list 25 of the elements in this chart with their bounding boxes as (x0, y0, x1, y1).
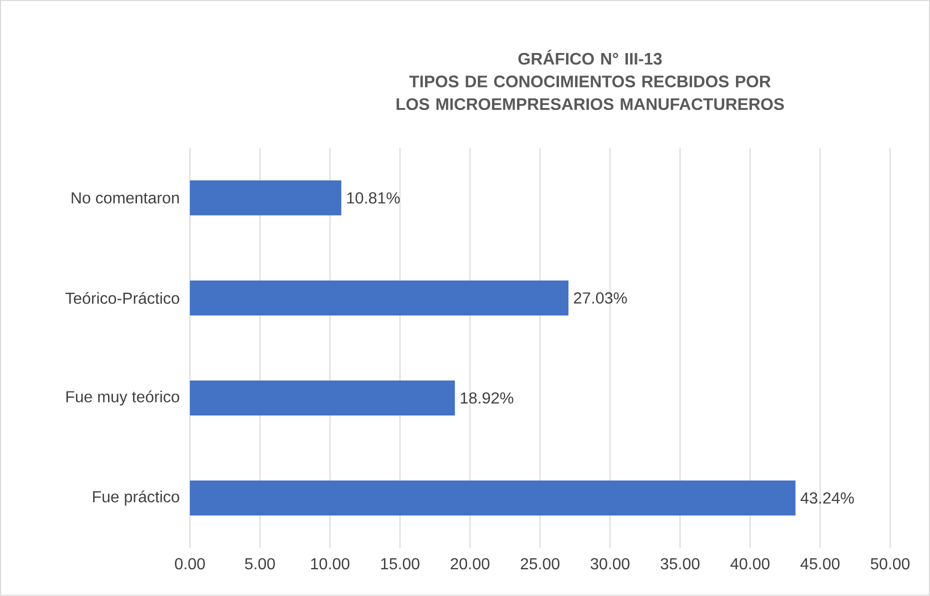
y-tick-label: Teórico-Práctico (65, 292, 180, 304)
bar (190, 380, 455, 416)
y-tick-label: No comentaron (72, 192, 179, 204)
y-tick-label: Fue práctico (93, 490, 180, 506)
data-label: 10.81% (347, 192, 400, 204)
x-tick-label: 20.00 (450, 558, 490, 570)
x-tick-label: 40.00 (730, 558, 770, 570)
chart-title: GRÁFICO N° III-13 (518, 50, 662, 65)
y-tick-label: Fue muy teórico (66, 390, 180, 406)
x-tick-label: 5.00 (245, 558, 275, 570)
x-tick-label: 35.00 (660, 558, 700, 570)
data-label: 27.03% (574, 292, 627, 304)
data-label: 43.24% (800, 492, 854, 504)
bar (190, 480, 796, 516)
bar (190, 280, 568, 316)
data-label: 18.92% (460, 392, 514, 404)
bar (190, 180, 342, 216)
chart-subtitle: TIPOS DE CONOCIMIENTOS RECBIDOS POR LOS MICROEMPRESARIOS MANUFACTUREROS (396, 76, 784, 110)
x-tick-label: 15.00 (381, 558, 420, 570)
x-tick-label: 45.00 (800, 558, 840, 570)
x-tick-label: 0.00 (174, 558, 205, 570)
x-tick-label: 10.00 (311, 558, 350, 570)
x-tick-label: 30.00 (590, 558, 630, 570)
x-tick-label: 25.00 (520, 558, 560, 570)
x-tick-label: 50.00 (870, 558, 910, 570)
